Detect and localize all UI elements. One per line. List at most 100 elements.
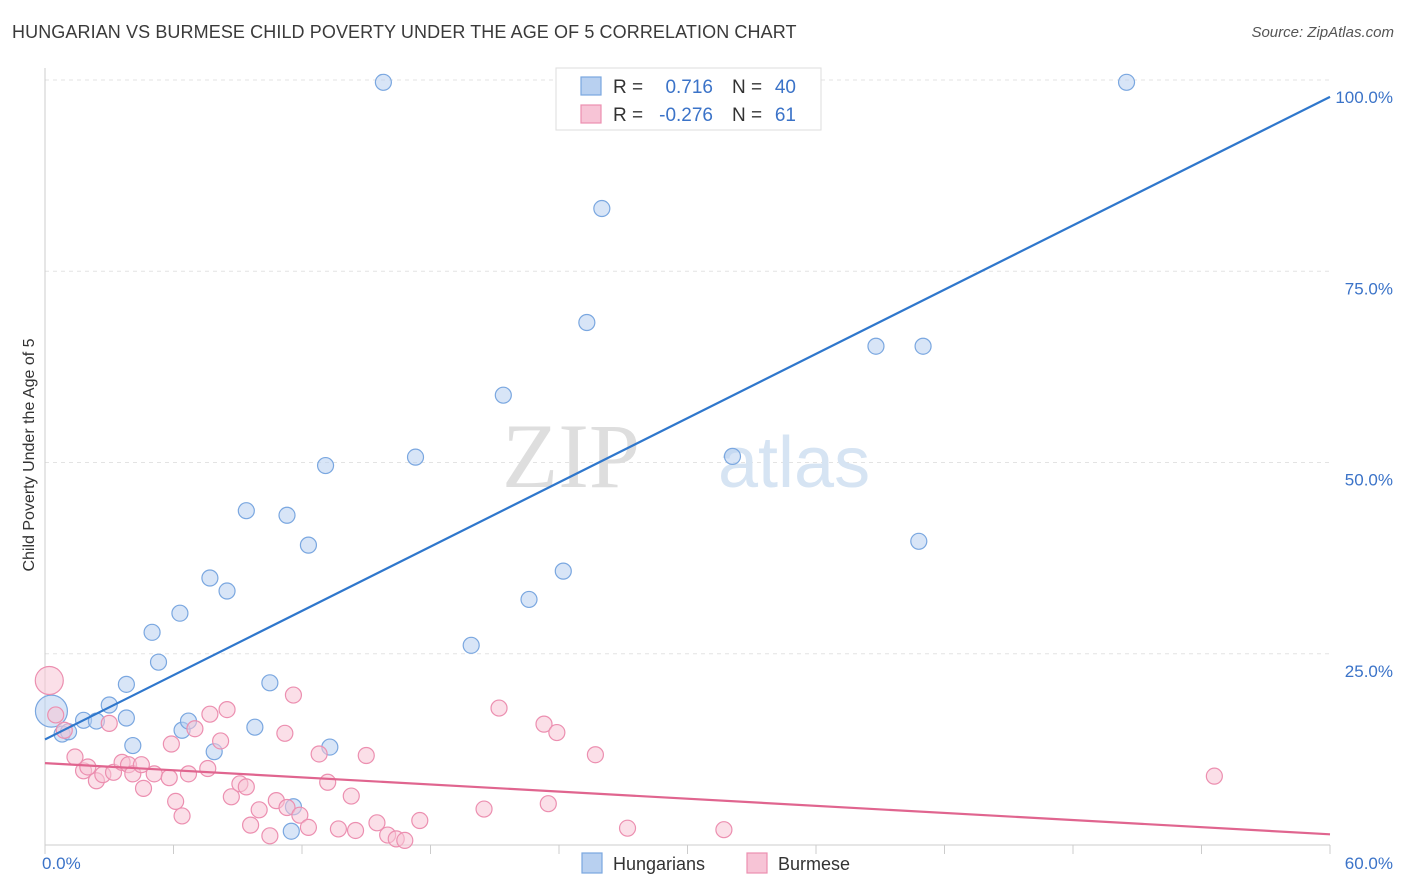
data-point — [167, 792, 185, 810]
data-point — [201, 569, 219, 587]
legend-n-value: 40 — [775, 77, 796, 98]
data-point — [299, 536, 318, 554]
data-point — [117, 675, 135, 693]
data-point — [100, 714, 118, 732]
data-point — [173, 807, 191, 825]
legend-r-label: R = — [613, 77, 643, 98]
data-point — [199, 759, 217, 778]
legend-n-label: N = — [732, 77, 762, 98]
data-point — [261, 827, 279, 845]
data-point — [284, 686, 303, 704]
legend-swatch — [580, 76, 602, 96]
data-point — [47, 706, 65, 724]
chart-title: HUNGARIAN VS BURMESE CHILD POVERTY UNDER… — [12, 22, 797, 42]
y-tick-label: 25.0% — [1345, 662, 1393, 681]
data-point — [910, 532, 928, 550]
data-point — [520, 590, 538, 609]
data-point — [316, 456, 335, 475]
data-point — [396, 831, 414, 850]
data-point — [124, 736, 142, 755]
legend-r-label: R = — [613, 105, 643, 126]
data-point — [586, 746, 605, 764]
data-point — [310, 745, 328, 763]
data-point — [867, 337, 885, 355]
data-point — [117, 709, 135, 727]
bottom-legend: Hungarians Burmese — [581, 852, 850, 874]
watermark: ZIP atlas — [502, 405, 870, 507]
data-point — [261, 674, 279, 692]
data-point — [246, 718, 264, 736]
data-point — [79, 758, 97, 776]
data-point — [149, 653, 168, 671]
tick-labels: 25.0% 50.0% 75.0% 100.0% 0.0% 60.0% — [42, 88, 1393, 873]
data-point — [218, 700, 236, 719]
trend-lines — [44, 95, 1331, 836]
gridlines — [45, 79, 1330, 655]
data-point — [237, 778, 255, 796]
data-point — [237, 502, 255, 520]
data-point — [278, 506, 296, 524]
data-point — [143, 623, 161, 641]
bottom-legend-swatch — [746, 852, 768, 874]
data-point — [160, 769, 178, 787]
data-point — [218, 582, 236, 600]
data-point — [250, 801, 268, 819]
data-point — [535, 715, 553, 733]
watermark-atlas: atlas — [718, 423, 870, 503]
data-point — [1117, 73, 1136, 91]
data-point — [186, 720, 204, 738]
data-point — [171, 604, 189, 622]
legend-r-value: 0.716 — [665, 77, 713, 98]
data-point — [357, 746, 375, 765]
data-point — [329, 820, 348, 838]
data-point — [462, 636, 480, 654]
data-point — [342, 787, 360, 805]
y-tick-label: 75.0% — [1345, 279, 1393, 298]
data-point — [276, 724, 294, 742]
bottom-legend-swatch — [581, 852, 603, 874]
data-point — [548, 723, 566, 742]
data-point — [494, 386, 512, 404]
data-point — [475, 800, 493, 818]
data-point — [723, 447, 742, 465]
data-point — [162, 735, 180, 753]
data-point — [490, 699, 508, 717]
watermark-zip: ZIP — [502, 405, 640, 507]
trend-line-hungarians — [44, 95, 1331, 741]
data-point — [406, 448, 425, 466]
legend-swatch — [580, 104, 602, 124]
y-axis-label: Child Poverty Under the Age of 5 — [21, 338, 38, 571]
data-point — [411, 811, 429, 830]
data-point — [282, 822, 300, 840]
legend: R = 0.716 N = 40 R = -0.276 N = 61 — [555, 67, 822, 131]
data-point — [346, 821, 365, 840]
x-tick-label: 0.0% — [42, 854, 81, 873]
data-point — [34, 665, 64, 696]
legend-n-value: 61 — [775, 105, 796, 126]
data-point — [299, 818, 318, 837]
data-point — [539, 795, 557, 813]
legend-n-label: N = — [732, 105, 762, 126]
data-point — [1205, 767, 1223, 785]
data-point — [212, 732, 230, 750]
y-tick-label: 100.0% — [1335, 88, 1393, 107]
data-point — [368, 814, 386, 832]
data-point — [374, 73, 392, 91]
data-point — [578, 313, 596, 332]
data-point — [715, 821, 733, 839]
bottom-legend-label: Burmese — [778, 854, 850, 874]
data-point — [134, 779, 153, 797]
data-point — [222, 788, 240, 806]
data-point — [554, 562, 572, 580]
chart-source: Source: ZipAtlas.com — [1251, 24, 1394, 41]
data-point — [914, 337, 932, 355]
x-tick-label: 60.0% — [1345, 854, 1393, 873]
y-tick-label: 50.0% — [1345, 471, 1393, 490]
data-point — [278, 798, 296, 817]
legend-r-value: -0.276 — [659, 105, 713, 126]
data-point — [179, 765, 198, 783]
axes — [44, 68, 1331, 854]
data-point — [201, 705, 219, 723]
